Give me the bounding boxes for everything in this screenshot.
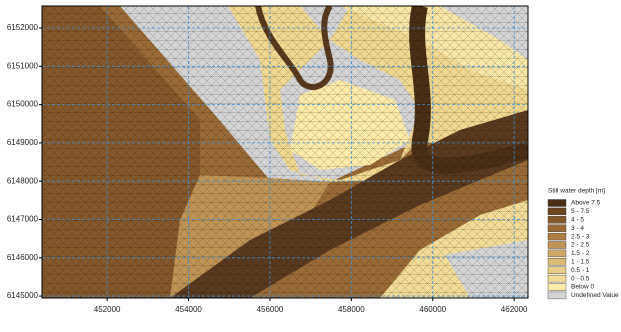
y-tick-label: 6150000 bbox=[7, 100, 39, 109]
legend-swatch bbox=[548, 233, 566, 240]
legend-swatch bbox=[548, 258, 566, 265]
x-tick-label: 460000 bbox=[419, 305, 446, 314]
y-tick-label: 6146000 bbox=[7, 253, 39, 262]
legend-label: 1 - 1.5 bbox=[571, 259, 590, 266]
legend-swatch bbox=[548, 208, 566, 215]
legend-label: 3 - 4 bbox=[571, 225, 584, 232]
x-tick-label: 456000 bbox=[257, 305, 284, 314]
legend-label: 5 - 7.5 bbox=[571, 208, 590, 215]
legend-label: Above 7.5 bbox=[571, 200, 601, 207]
y-tick-label: 6147000 bbox=[7, 215, 39, 224]
mesh-lines bbox=[42, 6, 528, 298]
legend-label: 2.5 - 3 bbox=[571, 233, 590, 240]
y-tick-label: 6148000 bbox=[7, 176, 39, 185]
legend-swatch bbox=[548, 275, 566, 282]
legend-swatch bbox=[548, 292, 566, 299]
x-tick-label: 462000 bbox=[501, 305, 528, 314]
y-tick-label: 6151000 bbox=[7, 61, 39, 70]
legend-label: 1.5 - 2 bbox=[571, 250, 590, 257]
legend-title: Still water depth [m] bbox=[548, 188, 605, 195]
x-tick-label: 452000 bbox=[94, 305, 121, 314]
legend-label: Undefined Value bbox=[571, 292, 619, 299]
legend-label: 0.5 - 1 bbox=[571, 267, 590, 274]
legend: Above 7.55 - 7.5 4 - 53 - 42.5 - 3 2 - 2.5… bbox=[548, 200, 619, 300]
legend-label: 2 - 2.5 bbox=[571, 242, 590, 249]
legend-swatch bbox=[548, 242, 566, 249]
y-tick-label: 6152000 bbox=[7, 23, 39, 32]
legend-swatch bbox=[548, 250, 566, 257]
legend-label: Below 0 bbox=[571, 284, 595, 291]
y-tick-label: 6149000 bbox=[7, 138, 39, 147]
legend-swatch bbox=[548, 200, 566, 207]
y-tick-label: 6145000 bbox=[7, 291, 39, 300]
legend-swatch bbox=[548, 284, 566, 291]
x-tick-label: 458000 bbox=[338, 305, 365, 314]
legend-label: 4 - 5 bbox=[571, 217, 584, 224]
x-tick-label: 454000 bbox=[175, 305, 202, 314]
legend-swatch bbox=[548, 267, 566, 274]
map-view: 452000 454000 456000 458000 460000 462000 6145… bbox=[0, 0, 621, 332]
legend-swatch bbox=[548, 216, 566, 223]
legend-swatch bbox=[548, 225, 566, 232]
mesh-map bbox=[42, 6, 528, 298]
legend-label: 0 - 0.5 bbox=[571, 275, 590, 282]
